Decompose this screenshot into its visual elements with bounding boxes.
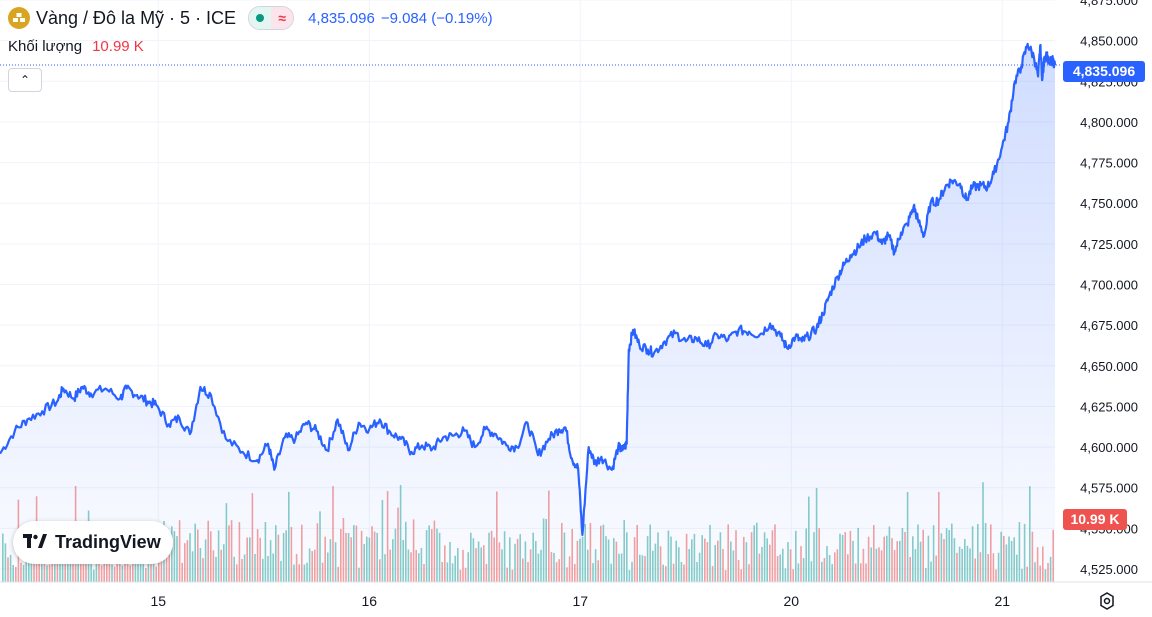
price-tag-label: 4,835.096	[1073, 63, 1135, 79]
price-axis[interactable]: 4,875.0004,850.0004,825.0004,800.0004,77…	[1080, 0, 1138, 577]
time-axis[interactable]: 15 16 17 20 21	[150, 593, 1010, 609]
tradingview-mark-icon	[23, 532, 47, 553]
y-tick-label: 4,675.000	[1080, 318, 1138, 333]
symbol-legend: Vàng / Đô la Mỹ · 5 · ICE ≈ 4,835.096 −9…	[8, 6, 493, 30]
wave-icon: ≈	[271, 7, 294, 29]
x-tick-label: 21	[994, 593, 1010, 609]
status-pill[interactable]: ≈	[248, 6, 295, 30]
volume-tag-bg	[1063, 509, 1127, 530]
y-tick-label: 4,875.000	[1080, 0, 1138, 8]
volume-label[interactable]: Khối lượng	[8, 38, 83, 55]
settings-gear-icon[interactable]	[1097, 591, 1117, 611]
x-tick-label: 20	[783, 593, 799, 609]
tradingview-logo[interactable]: TradingView	[13, 521, 173, 564]
y-tick-label: 4,525.000	[1080, 562, 1138, 577]
price-tag: 4,835.096	[1063, 61, 1145, 82]
tradingview-wordmark: TradingView	[55, 532, 161, 552]
chevron-up-icon: ⌃	[19, 73, 31, 87]
symbol-title[interactable]: Vàng / Đô la Mỹ · 5 · ICE	[36, 7, 237, 28]
y-tick-label: 4,575.000	[1080, 481, 1138, 496]
y-tick-label: 4,750.000	[1080, 196, 1138, 211]
volume-value: 10.99 K	[92, 38, 144, 55]
y-tick-label: 4,850.000	[1080, 34, 1138, 49]
price-area	[0, 43, 1055, 582]
price-line	[0, 42, 1057, 536]
collapse-legend-button[interactable]: ⌃	[8, 68, 42, 92]
volume-tag-label: 10.99 K	[1070, 511, 1119, 527]
volume-legend: Khối lượng 10.99 K	[8, 38, 144, 55]
volume-tag: 10.99 K	[1063, 509, 1127, 530]
y-tick-label: 4,775.000	[1080, 156, 1138, 171]
price-tag-bg	[1063, 61, 1145, 82]
x-tick-label: 17	[572, 593, 588, 609]
price-change: −9.084 (−0.19%)	[380, 9, 493, 27]
x-tick-label: 16	[361, 593, 377, 609]
y-tick-label: 4,600.000	[1080, 440, 1138, 455]
last-price: 4,835.096	[308, 9, 375, 27]
y-tick-label: 4,650.000	[1080, 359, 1138, 374]
gold-bars-icon[interactable]	[8, 7, 30, 29]
y-tick-label: 4,800.000	[1080, 115, 1138, 130]
y-tick-label: 4,700.000	[1080, 277, 1138, 292]
y-tick-label: 4,725.000	[1080, 237, 1138, 252]
x-tick-label: 15	[150, 593, 166, 609]
y-tick-label: 4,625.000	[1080, 399, 1138, 414]
market-open-dot-icon	[249, 7, 272, 29]
